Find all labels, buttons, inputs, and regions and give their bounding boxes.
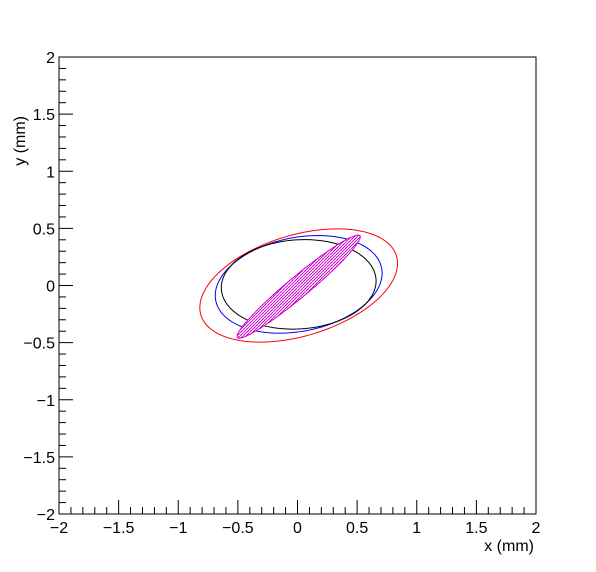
- x-tick-label: 0: [293, 520, 302, 537]
- x-axis-title: x (mm): [484, 538, 534, 555]
- x-tick-label: 0.5: [346, 520, 368, 537]
- y-tick-label: 1: [46, 164, 55, 181]
- y-tick-label: −1: [37, 393, 55, 410]
- y-axis-title: y (mm): [12, 116, 29, 166]
- ellipse: [236, 234, 361, 339]
- ellipse: [220, 239, 377, 330]
- x-tick-label: 1.5: [465, 520, 487, 537]
- x-tick-label: −1: [169, 520, 187, 537]
- y-tick-label: −0.5: [23, 336, 55, 353]
- ellipse: [199, 228, 399, 343]
- x-tick-label: −0.5: [222, 520, 254, 537]
- y-tick-label: 2: [46, 50, 55, 67]
- x-tick-label: −1.5: [103, 520, 135, 537]
- y-tick-label: −1.5: [23, 450, 55, 467]
- x-tick-label: −2: [50, 520, 68, 537]
- x-tick-label: 1: [412, 520, 421, 537]
- y-tick-label: −2: [37, 507, 55, 524]
- x-tick-label: 2: [532, 520, 541, 537]
- y-tick-label: 0.5: [33, 221, 55, 238]
- y-tick-label: 1.5: [33, 107, 55, 124]
- y-tick-label: 0: [46, 279, 55, 296]
